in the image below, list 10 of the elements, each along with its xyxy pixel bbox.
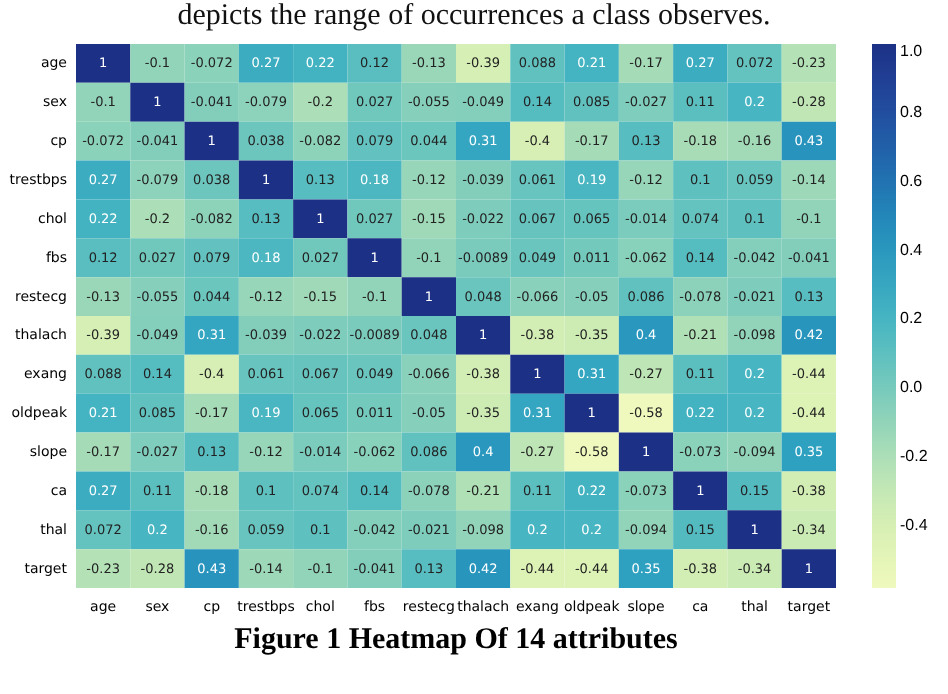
color-bar-label: 1.0 — [900, 42, 924, 60]
color-bar-label: 0.6 — [900, 171, 924, 190]
text: depicts the range of occurrences a class observes. — [175, 0, 773, 36]
color-bar-label: 0.8 — [900, 102, 924, 121]
color-bar-label: 0.2 — [900, 309, 924, 328]
color-bar-label: -0.2 — [900, 447, 929, 466]
color-bar-label: 0.0 — [900, 378, 924, 397]
color-bar-label: 0.4 — [900, 240, 924, 259]
color-bar-label: -0.4 — [900, 516, 929, 535]
text: Figure 1 Heatmap Of 14 attributes — [234, 624, 679, 656]
